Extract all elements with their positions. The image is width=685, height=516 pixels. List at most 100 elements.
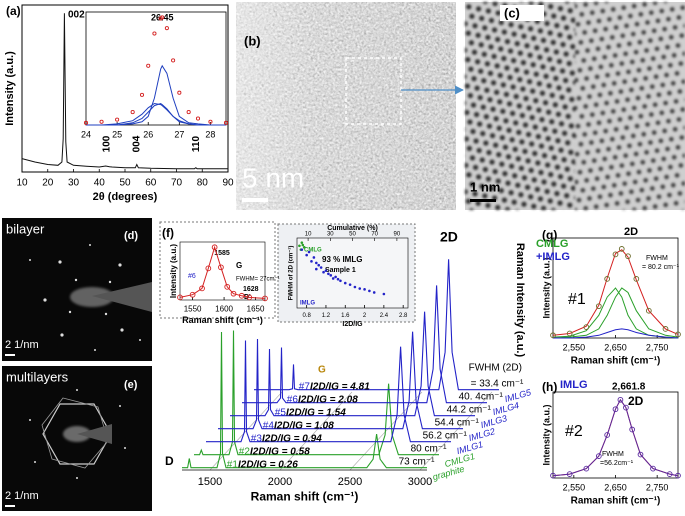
annotation: D <box>165 454 174 468</box>
scatter-point <box>301 243 305 247</box>
scatter-point <box>315 261 318 265</box>
data-point <box>205 265 212 272</box>
spectrum-number: #5 <box>275 408 287 419</box>
scatter-point <box>363 288 366 291</box>
annotation: =56.2cm⁻¹ <box>600 460 634 467</box>
data-point <box>612 251 619 258</box>
intensity-ratio: I2D/IG = 1.08 <box>274 421 334 432</box>
scatter-point <box>298 244 301 248</box>
scatter-point <box>372 291 376 294</box>
scale-label: 5 nm <box>242 162 304 193</box>
annotation: 2,661.8 <box>612 382 646 393</box>
data-point <box>675 331 681 338</box>
data-point <box>223 120 229 125</box>
data-point <box>633 276 640 282</box>
panel-title: multilayers <box>6 369 69 384</box>
scatter-point <box>382 292 386 296</box>
x-tick-label: 2,650 <box>604 482 627 492</box>
x2-tick-label: 10 <box>305 232 312 238</box>
diffraction-spots <box>29 389 126 479</box>
x-tick-label: 70 <box>171 178 183 189</box>
annotation: = 80.2 cm⁻¹ <box>642 264 680 271</box>
x-tick-label: 3000 <box>408 476 432 488</box>
data-point <box>152 31 157 36</box>
y-axis-label: Intensity (a.u.) <box>541 257 551 318</box>
annotation: CMLG <box>536 238 568 250</box>
x2-axis-label: Cumulative (%) <box>327 225 378 232</box>
scatter-point <box>322 270 325 274</box>
data-point <box>230 290 237 297</box>
scale-bar <box>5 354 15 356</box>
beam-halo <box>70 287 114 307</box>
fwhm-label: 44.2 cm⁻¹ <box>447 405 492 416</box>
scatter-point <box>305 253 308 257</box>
data-point <box>115 117 120 122</box>
scale-label: 2 1/nm <box>5 490 39 502</box>
spectrum-number: #4 <box>263 421 275 432</box>
fwhm-label: 56.2 cm⁻¹ <box>423 431 468 442</box>
data-point <box>623 404 629 411</box>
spectrum <box>242 285 487 404</box>
data-point <box>130 110 135 115</box>
annotation: FWHM <box>646 255 668 262</box>
x-tick-label: 25 <box>112 129 122 139</box>
fwhm-label: 73 cm⁻¹ <box>399 457 436 468</box>
panel-label: (h) <box>542 380 557 394</box>
panel-c: (c) 1 nm <box>465 2 685 210</box>
intensity-ratio: I2D/IG = 0.94 <box>262 434 322 445</box>
data-point <box>637 451 644 458</box>
spectrum <box>254 259 499 391</box>
data-point <box>164 26 169 31</box>
annotation: CMLG <box>304 248 322 254</box>
data-point <box>171 58 176 63</box>
panel-b: (b) 5 nm <box>236 2 464 210</box>
annotation: Sample 1 <box>325 267 356 274</box>
x-tick-label: 2000 <box>268 476 292 488</box>
annotation: #1 <box>568 291 586 308</box>
x-tick-label: 30 <box>68 178 80 189</box>
beam-stopper <box>77 424 112 444</box>
scatter-point <box>334 275 337 279</box>
y-axis-label: FWHM of 2D (cm⁻¹) <box>288 246 295 301</box>
spectrum <box>206 340 451 443</box>
x-tick-label: 2.8 <box>399 313 408 319</box>
data-point <box>583 324 590 330</box>
scale-label: 1 nm <box>470 179 500 194</box>
data-point <box>618 246 625 252</box>
scale-bar <box>5 505 15 507</box>
fwhm-label: = 33.4 cm⁻¹ <box>471 379 524 390</box>
panel-d: bilayer (d) 2 1/nm <box>2 218 152 361</box>
scatter-point <box>307 250 311 254</box>
scatter-point <box>348 283 352 286</box>
x-tick-label: 2,750 <box>646 342 669 352</box>
peak-label: 100 <box>102 135 113 152</box>
chart: 10 20 30 40 50 60 70 80 90 2θ (degrees) Intensity … <box>4 4 234 203</box>
x2-tick-label: 90 <box>394 232 401 238</box>
scatter-point <box>324 269 328 272</box>
scatter-point <box>358 287 362 290</box>
annotation: #2 <box>565 423 583 440</box>
spectrum <box>218 331 463 430</box>
annotation: 2D <box>440 229 458 245</box>
x-tick-label: 2500 <box>338 476 362 488</box>
panel-label: (g) <box>542 228 557 242</box>
y-axis-label: Intensity (a.u.) <box>4 51 16 126</box>
x-tick-label: 24 <box>81 129 91 139</box>
x-tick-label: 10 <box>16 178 28 189</box>
chart: 2,550 2,650 2,750 Raman shift (cm⁻¹) Intensi… <box>536 226 681 366</box>
intensity-ratio: I2D/IG = 2.08 <box>298 395 358 406</box>
data-point <box>629 426 636 433</box>
x-tick-label: 1.6 <box>341 313 350 319</box>
scale-bar <box>242 198 268 202</box>
spectrum <box>182 331 427 469</box>
label-bg <box>500 5 544 21</box>
grid-line <box>419 391 493 471</box>
peak-label: 002 <box>68 10 85 21</box>
scatter-point <box>331 277 335 280</box>
annotation: +IMLG <box>536 251 570 263</box>
annotation: G <box>236 261 242 270</box>
panel-label: (e) <box>124 379 138 391</box>
data-point <box>177 90 182 95</box>
spectrum-number: #7 <box>299 382 311 393</box>
x-tick-label: 2,550 <box>563 482 586 492</box>
